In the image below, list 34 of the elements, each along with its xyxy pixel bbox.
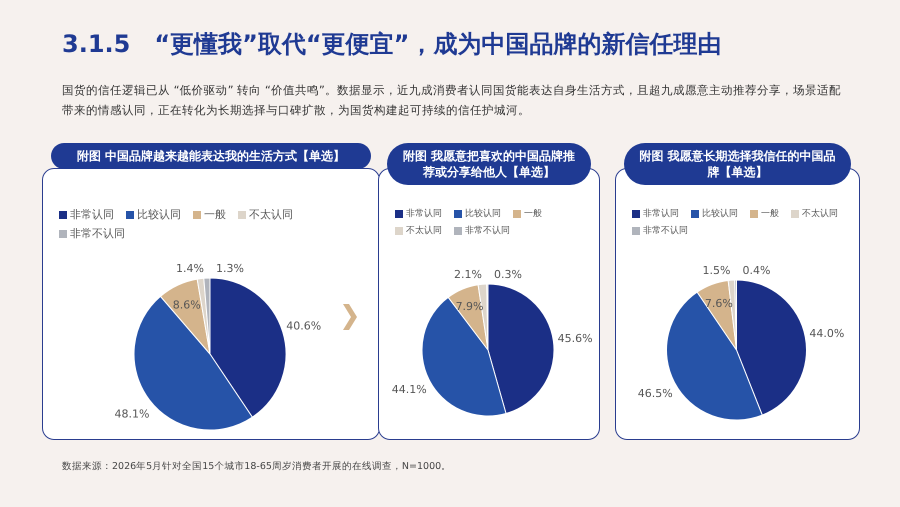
data-label: 44.0% — [809, 326, 844, 340]
data-label: 1.5% — [702, 264, 730, 277]
chart-title: 附图 我愿意长期选择我信任的中国品牌【单选】 — [624, 143, 851, 185]
legend-label: 非常不认同 — [70, 226, 125, 241]
legend-label: 一般 — [761, 208, 779, 220]
legend-label: 比较认同 — [137, 207, 181, 222]
legend-label: 一般 — [204, 207, 226, 222]
legend-label: 非常不认同 — [465, 224, 510, 237]
chart-title: 附图 我愿意把喜欢的中国品牌推荐或分享给他人【单选】 — [387, 143, 591, 185]
legend-label: 非常不认同 — [643, 224, 688, 237]
legend-label: 非常认同 — [406, 208, 442, 220]
data-label: 40.6% — [286, 319, 322, 332]
text: 3.1.5 “更懂我”取代“更便宜”，成为中国品牌的新信任理由 — [62, 29, 722, 60]
data-label: 2.1% — [454, 268, 482, 281]
data-label: 48.1% — [114, 407, 150, 420]
legend-label: 不太认同 — [802, 208, 838, 220]
legend-label: 比较认同 — [465, 208, 501, 220]
data-label: 8.6% — [172, 298, 201, 312]
data-label: 0.4% — [742, 264, 770, 277]
data-label: 1.4% — [176, 262, 204, 275]
legend-label: 一般 — [524, 208, 542, 220]
data-label: 46.5% — [638, 387, 673, 400]
data-label: 1.3% — [216, 262, 244, 275]
source-note: 数据来源：2026年5月针对全国15个城市18-65周岁消费者开展的在线调查，N=1000。 — [62, 460, 452, 473]
legend-label: 不太认同 — [249, 207, 293, 222]
legend-label: 不太认同 — [406, 224, 442, 237]
data-label: 0.3% — [494, 268, 522, 281]
text: 国货的信任逻辑已从 “低价驱动” 转向 “价值共鸣”。数据显示，近九成消费者认同国货能表达自身生活方式，且超九成愿意主动推荐分享，场景适配带来的情感认同，正在转化为长期选择与口碑扩散，为国货构建起可持续的信任护城河。 — [62, 82, 842, 119]
data-label: 44.1% — [392, 383, 427, 396]
data-label: 45.6% — [558, 332, 593, 345]
chart-title: 附图 中国品牌越来越能表达我的生活方式【单选】 — [51, 143, 371, 169]
legend-label: 非常认同 — [643, 208, 679, 220]
legend-label: 比较认同 — [702, 208, 738, 220]
legend-label: 非常认同 — [70, 207, 114, 222]
